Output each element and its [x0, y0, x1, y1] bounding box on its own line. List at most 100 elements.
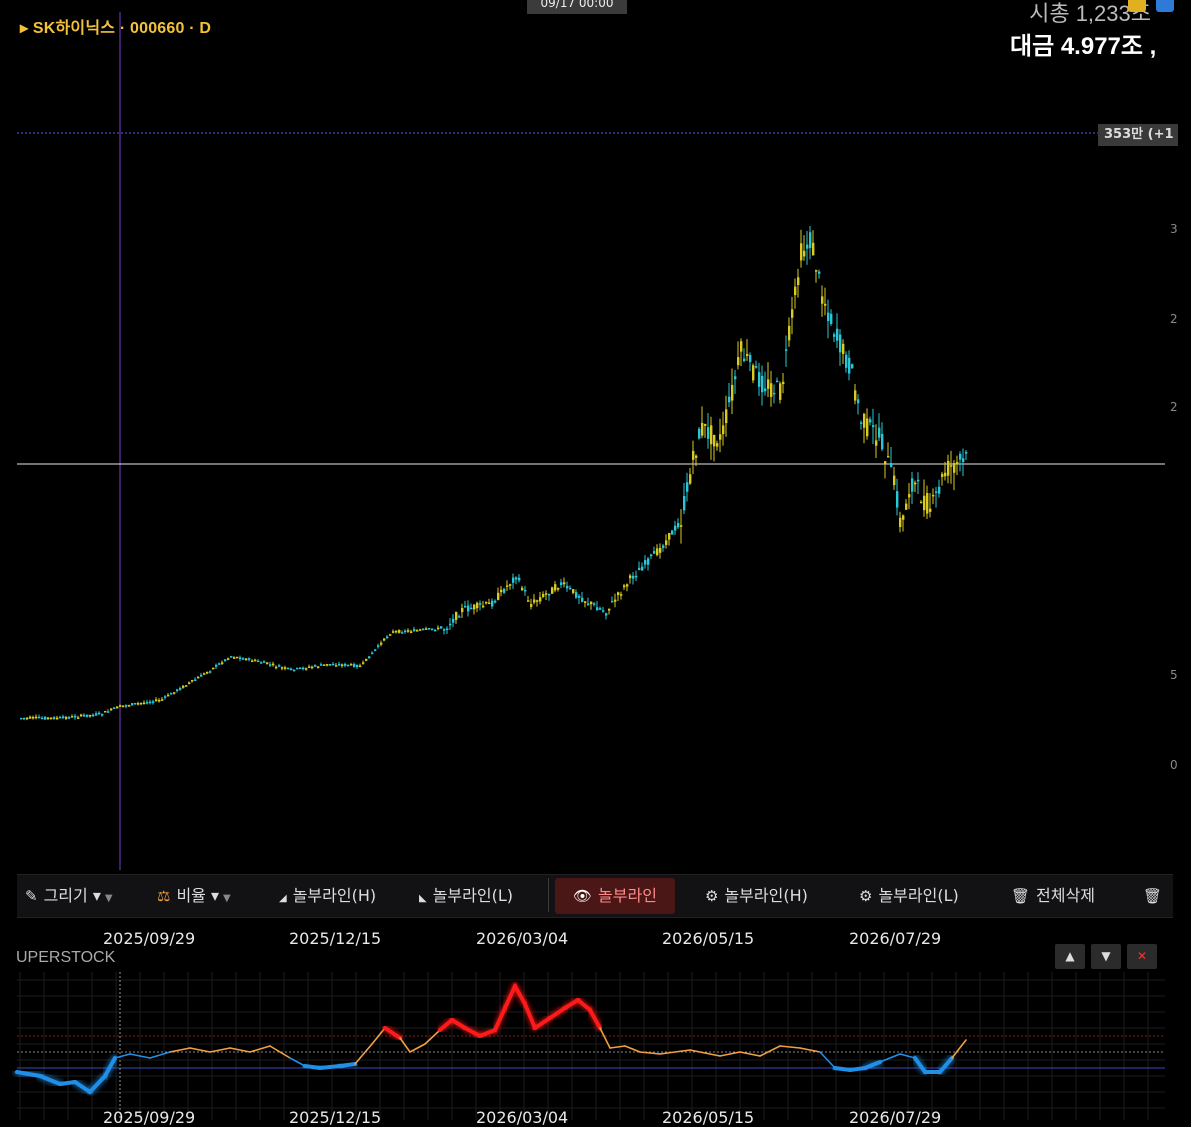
trash-button[interactable]: 🗑 [1143, 875, 1168, 917]
candle-body [704, 423, 707, 426]
candle-body [725, 409, 728, 424]
ratio-menu[interactable]: ⚖ 비율 ▾ ▼ [157, 875, 231, 917]
high-line-button[interactable]: ◢ 놀부라인(H) [279, 875, 376, 917]
triangle-down-icon: ◣ [419, 893, 427, 904]
lock-icon[interactable] [1128, 0, 1146, 12]
candle-body [902, 515, 905, 520]
axis-tick: 5 [1170, 668, 1178, 682]
candle-body [728, 396, 731, 403]
info-icon[interactable] [1156, 0, 1174, 12]
candle-body [146, 701, 149, 704]
candle-body [698, 428, 701, 439]
candle-body [158, 699, 161, 702]
candle-body [251, 660, 254, 663]
candle-body [50, 717, 53, 720]
candle-body [665, 540, 668, 545]
candle-body [419, 629, 422, 631]
candle-body [863, 413, 866, 428]
candle-body [920, 501, 923, 504]
indicator-segment [338, 1062, 357, 1068]
settings-high-button[interactable]: ⚙ 놀부라인(H) [705, 875, 808, 917]
candle-body [185, 685, 188, 687]
candle-body [692, 450, 695, 460]
candle-body [218, 663, 221, 665]
trash-icon: 🗑 [1143, 887, 1163, 905]
candle-body [161, 699, 164, 701]
low-line-button[interactable]: ◣ 놀부라인(L) [419, 875, 513, 917]
candle-body [716, 443, 719, 447]
date-label: 2026/05/15 [662, 929, 755, 948]
indicator-segment [169, 1047, 191, 1053]
draw-menu[interactable]: ✎ 그리기 ▾ ▼ [25, 875, 113, 917]
candle-body [116, 706, 119, 709]
move-down-button[interactable]: ▼ [1091, 944, 1121, 969]
candle-body [173, 692, 176, 694]
candle-body [458, 616, 461, 618]
candle-body [911, 478, 914, 492]
candle-body [746, 353, 749, 356]
candle-body [860, 422, 863, 424]
candle-body [818, 271, 821, 274]
candle-body [611, 600, 614, 603]
candle-body [323, 664, 326, 666]
candle-body [839, 334, 842, 353]
candle-body [266, 662, 269, 664]
candle-body [239, 657, 242, 660]
candle-body [500, 589, 503, 593]
candle-body [140, 702, 143, 705]
turnover-label: 대금 4.977조 , [1010, 33, 1157, 60]
candle-body [929, 508, 932, 512]
indicator-segment [149, 1051, 171, 1059]
candle-body [632, 575, 635, 579]
close-panel-button[interactable]: ✕ [1127, 944, 1157, 969]
candle-body [734, 376, 737, 380]
candle-body [515, 577, 518, 580]
candle-body [215, 664, 218, 667]
candle-body [809, 232, 812, 249]
indicator-segment [129, 1053, 151, 1059]
candle-body [917, 479, 920, 482]
candle-body [407, 630, 410, 632]
candle-body [203, 673, 206, 675]
indicator-segment [493, 1006, 507, 1032]
candle-body [752, 365, 755, 381]
drawing-toolbar: ✎ 그리기 ▾ ▼ ⚖ 비율 ▾ ▼ ◢ 놀부라인(H) ◣ 놀부라인(L) 👁 놀부라인 ⚙… [17, 874, 1173, 918]
candle-body [272, 663, 275, 666]
candle-body [602, 610, 605, 612]
candle-body [593, 603, 596, 605]
candle-body [380, 642, 383, 645]
candle-body [254, 659, 257, 662]
show-line-button[interactable]: 👁 놀부라인 [555, 878, 675, 914]
candle-body [446, 628, 449, 631]
candle-body [371, 652, 374, 655]
candle-body [347, 664, 350, 667]
candle-body [923, 495, 926, 511]
candle-body [47, 717, 50, 719]
candle-body [527, 600, 530, 602]
candle-body [92, 714, 95, 717]
indicator-segment [739, 1051, 761, 1057]
candle-body [707, 427, 710, 439]
symbol-title[interactable]: ▸ SK하이닉스 · 000660 · D [20, 20, 212, 37]
indicator-segment [399, 1037, 411, 1053]
date-label: 2025/09/29 [103, 1108, 196, 1127]
candle-body [884, 461, 887, 464]
candle-body [398, 629, 401, 633]
indicator-chart[interactable] [0, 972, 1191, 1120]
candle-body [467, 605, 470, 612]
candle-body [779, 383, 782, 400]
date-label: 2026/05/15 [662, 1108, 755, 1127]
move-up-button[interactable]: ▲ [1055, 944, 1085, 969]
candle-body [686, 482, 689, 492]
candle-body [926, 493, 929, 514]
candle-body [899, 517, 902, 528]
delete-all-button[interactable]: 🗑 전체삭제 [1011, 875, 1095, 917]
candle-body [530, 604, 533, 607]
settings-low-button[interactable]: ⚙ 놀부라인(L) [859, 875, 959, 917]
candle-body [614, 599, 617, 602]
show-line-label: 놀부라인 [598, 886, 657, 905]
indicator-segment [523, 1002, 537, 1030]
indicator-segment [588, 1008, 602, 1030]
price-chart[interactable] [0, 0, 1191, 870]
candle-body [869, 419, 872, 423]
